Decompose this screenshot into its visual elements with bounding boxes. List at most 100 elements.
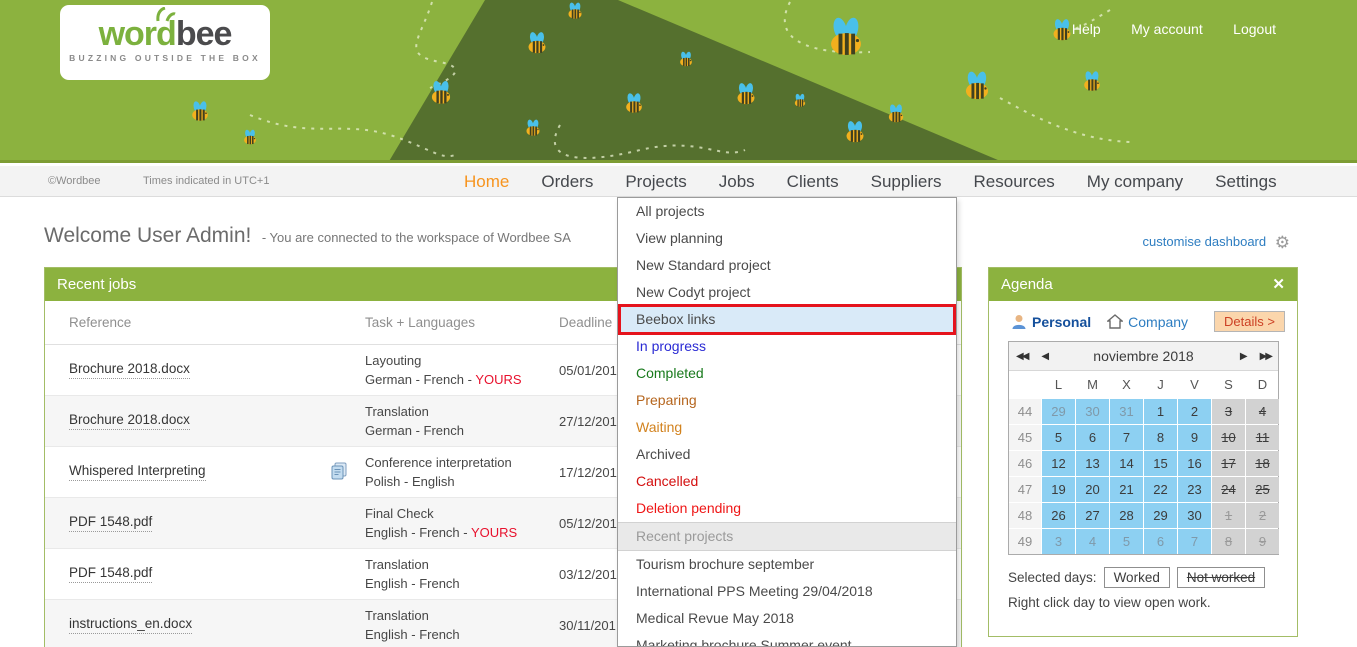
bee-icon — [1053, 19, 1071, 41]
projects-dropdown-menu: All projects View planning New Standard pr… — [617, 197, 957, 647]
calendar-day[interactable]: 5 — [1042, 425, 1075, 450]
worked-button[interactable]: Worked — [1103, 567, 1170, 588]
calendar-day[interactable]: 17 — [1212, 451, 1245, 476]
calendar-day[interactable]: 23 — [1178, 477, 1211, 502]
yours-badge: YOURS — [475, 372, 522, 387]
job-task-name: Translation — [365, 404, 429, 419]
week-number: 46 — [1009, 451, 1041, 476]
nav-item-clients[interactable]: Clients — [786, 171, 839, 191]
menu-item-medical-revue-may-2018[interactable]: Medical Revue May 2018 — [636, 610, 794, 626]
menu-item-new-standard-project[interactable]: New Standard project — [636, 257, 771, 273]
calendar-day[interactable]: 29 — [1144, 503, 1177, 528]
calendar-day[interactable]: 4 — [1076, 529, 1109, 554]
calendar-day[interactable]: 2 — [1178, 399, 1211, 424]
menu-item-view-planning[interactable]: View planning — [636, 230, 723, 246]
nav-item-my-company[interactable]: My company — [1086, 171, 1184, 191]
menu-item-preparing[interactable]: Preparing — [636, 392, 697, 408]
calendar-day[interactable]: 15 — [1144, 451, 1177, 476]
nav-item-jobs[interactable]: Jobs — [718, 171, 755, 191]
close-icon[interactable]: ✕ — [1272, 276, 1285, 293]
nav-item-settings[interactable]: Settings — [1215, 171, 1277, 191]
calendar-day[interactable]: 26 — [1042, 503, 1075, 528]
job-reference-link[interactable]: Brochure 2018.docx — [69, 412, 190, 430]
menu-item-completed[interactable]: Completed — [636, 365, 704, 381]
calendar-day[interactable]: 3 — [1042, 529, 1075, 554]
calendar-day[interactable]: 7 — [1178, 529, 1211, 554]
nav-item-home[interactable]: Home — [464, 171, 510, 191]
job-reference-link[interactable]: instructions_en.docx — [69, 616, 193, 634]
day-header-d: D — [1257, 377, 1268, 392]
calendar-day[interactable]: 25 — [1246, 477, 1279, 502]
calendar-day[interactable]: 24 — [1212, 477, 1245, 502]
calendar-day[interactable]: 14 — [1110, 451, 1143, 476]
menu-item-deletion-pending[interactable]: Deletion pending — [636, 500, 742, 516]
calendar-day[interactable]: 30 — [1178, 503, 1211, 528]
calendar-day[interactable]: 12 — [1042, 451, 1075, 476]
calendar-day[interactable]: 5 — [1110, 529, 1143, 554]
job-reference-link[interactable]: Brochure 2018.docx — [69, 361, 190, 379]
calendar-day[interactable]: 8 — [1144, 425, 1177, 450]
calendar-day[interactable]: 6 — [1076, 425, 1109, 450]
calendar-day[interactable]: 19 — [1042, 477, 1075, 502]
not-worked-button[interactable]: Not worked — [1176, 567, 1266, 588]
menu-item-in-progress[interactable]: In progress — [636, 338, 707, 354]
prev-year-icon[interactable]: ◀◀ — [1016, 350, 1029, 362]
day-header-spacer — [1009, 371, 1041, 398]
menu-item-waiting[interactable]: Waiting — [636, 419, 683, 435]
wordbee-logo[interactable]: wordbee BUZZING OUTSIDE THE BOX — [60, 5, 270, 80]
calendar-day[interactable]: 30 — [1076, 399, 1109, 424]
calendar-day[interactable]: 2 — [1246, 503, 1279, 528]
day-header-x: X — [1122, 377, 1131, 392]
calendar-day[interactable]: 3 — [1212, 399, 1245, 424]
next-year-icon[interactable]: ▶▶ — [1259, 350, 1273, 362]
calendar-day[interactable]: 11 — [1246, 425, 1279, 450]
logout-link[interactable]: Logout — [1233, 21, 1276, 37]
calendar-day[interactable]: 9 — [1178, 425, 1211, 450]
nav-item-projects[interactable]: Projects — [625, 171, 687, 191]
calendar-day[interactable]: 6 — [1144, 529, 1177, 554]
menu-item-new-codyt-project[interactable]: New Codyt project — [636, 284, 751, 300]
menu-item-cancelled[interactable]: Cancelled — [636, 473, 699, 489]
calendar-day[interactable]: 8 — [1212, 529, 1245, 554]
job-reference-link[interactable]: Whispered Interpreting — [69, 463, 206, 481]
menu-item-marketing-brochure-summer-event[interactable]: Marketing brochure Summer event — [636, 637, 852, 647]
customise-dashboard-link[interactable]: customise dashboard — [1142, 234, 1267, 249]
calendar-day[interactable]: 13 — [1076, 451, 1109, 476]
calendar-day[interactable]: 1 — [1212, 503, 1245, 528]
job-languages: Polish - English — [365, 474, 455, 489]
calendar-day[interactable]: 20 — [1076, 477, 1109, 502]
calendar-day[interactable]: 18 — [1246, 451, 1279, 476]
my-account-link[interactable]: My account — [1131, 21, 1203, 37]
bee-icon — [846, 121, 864, 143]
calendar-day[interactable]: 10 — [1212, 425, 1245, 450]
nav-item-suppliers[interactable]: Suppliers — [870, 171, 942, 191]
job-reference-link[interactable]: PDF 1548.pdf — [69, 565, 153, 583]
tab-personal[interactable]: Personal — [1032, 313, 1092, 330]
menu-item-tourism-brochure-september[interactable]: Tourism brochure september — [636, 556, 815, 572]
calendar-day[interactable]: 7 — [1110, 425, 1143, 450]
menu-item-international-pps-meeting-29-04-2018[interactable]: International PPS Meeting 29/04/2018 — [636, 583, 873, 599]
gear-icon[interactable]: ⚙ — [1274, 233, 1290, 252]
menu-item-archived[interactable]: Archived — [636, 446, 691, 462]
tab-company[interactable]: Company — [1128, 313, 1189, 330]
nav-item-resources[interactable]: Resources — [973, 171, 1055, 191]
next-month-icon[interactable]: ▶ — [1239, 350, 1248, 362]
job-reference-link[interactable]: PDF 1548.pdf — [69, 514, 153, 532]
help-link[interactable]: Help — [1071, 21, 1101, 37]
bee-icon — [794, 93, 806, 107]
calendar-day[interactable]: 22 — [1144, 477, 1177, 502]
calendar-day[interactable]: 28 — [1110, 503, 1143, 528]
calendar-day[interactable]: 29 — [1042, 399, 1075, 424]
menu-item-beebox-links[interactable]: Beebox links — [618, 304, 956, 335]
calendar-day[interactable]: 21 — [1110, 477, 1143, 502]
calendar-day[interactable]: 9 — [1246, 529, 1279, 554]
calendar-day[interactable]: 31 — [1110, 399, 1143, 424]
prev-month-icon[interactable]: ◀ — [1041, 350, 1049, 362]
calendar-day[interactable]: 4 — [1246, 399, 1279, 424]
calendar-day[interactable]: 16 — [1178, 451, 1211, 476]
calendar-day[interactable]: 1 — [1144, 399, 1177, 424]
nav-item-orders[interactable]: Orders — [541, 171, 594, 191]
details-button[interactable]: Details > — [1214, 311, 1285, 332]
calendar-day[interactable]: 27 — [1076, 503, 1109, 528]
menu-item-all-projects[interactable]: All projects — [636, 203, 705, 219]
